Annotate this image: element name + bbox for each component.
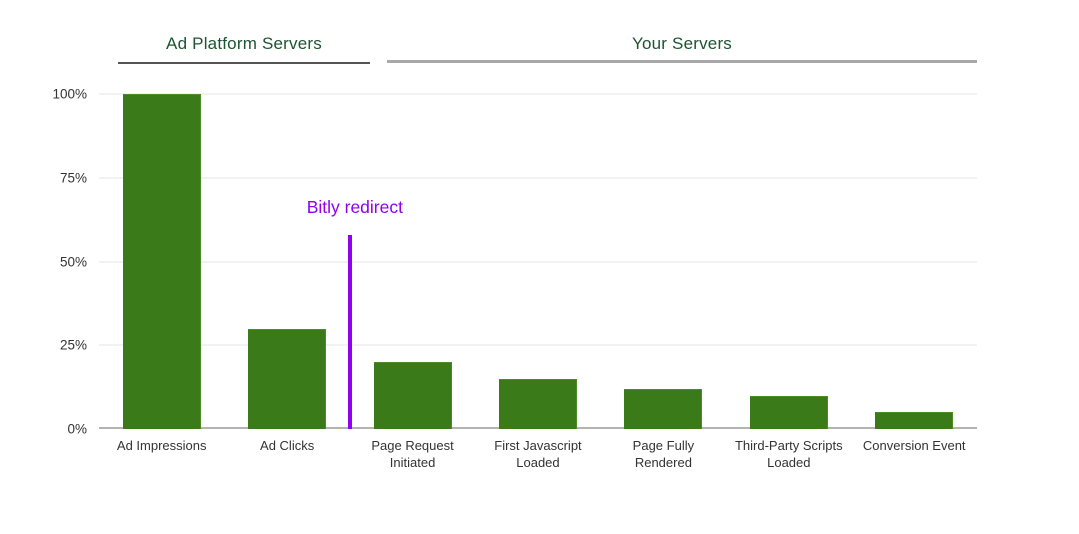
x-label-third-party-scripts-loaded: Third-Party Scripts Loaded [726, 437, 851, 471]
x-label-text: First Javascript Loaded [494, 438, 582, 470]
x-label-text: Third-Party Scripts Loaded [734, 438, 843, 470]
bar-third-party-scripts-loaded [749, 395, 828, 429]
bitly-redirect-line [347, 234, 352, 429]
gridline-50 [99, 261, 977, 262]
bar-page-fully-rendered [624, 388, 703, 429]
y-tick-label-0: 0% [67, 421, 87, 437]
bar-slot-ad-impressions [99, 94, 224, 429]
bar-ad-impressions [122, 94, 201, 429]
group-underline-your-servers [387, 60, 977, 63]
x-label-ad-impressions: Ad Impressions [99, 437, 224, 471]
bar-conversion-event [875, 412, 954, 429]
plot-area: Bitly redirect 0% 25% 50% 75% 100% [52, 87, 977, 437]
bar-slot-page-fully-rendered [601, 94, 726, 429]
x-label-text: Ad Impressions [116, 438, 207, 453]
x-label-text: Page Fully Rendered [632, 438, 695, 470]
x-label-text: Conversion Event [862, 438, 966, 453]
bar-slot-first-javascript-loaded [475, 94, 600, 429]
bar-slot-page-request-initiated [350, 94, 475, 429]
x-label-text: Ad Clicks [260, 438, 315, 453]
bar-slot-conversion-event [852, 94, 977, 429]
gridline-25 [99, 344, 977, 346]
x-label-conversion-event: Conversion Event [852, 437, 977, 471]
bar-first-javascript-loaded [498, 378, 577, 429]
group-header-ad-platform-servers: Ad Platform Servers [166, 34, 322, 53]
y-tick-label-50: 50% [59, 254, 87, 269]
x-label-page-fully-rendered: Page Fully Rendered [601, 437, 726, 471]
x-axis-labels: Ad Impressions Ad Clicks Page Request Init… [99, 437, 977, 471]
bar-slot-third-party-scripts-loaded [726, 94, 851, 429]
group-underline-ad-platform-servers [118, 62, 370, 64]
y-tick-label-75: 75% [59, 170, 87, 186]
gridline-100 [99, 93, 977, 95]
x-label-first-javascript-loaded: First Javascript Loaded [475, 437, 600, 471]
y-tick-label-100: 100% [52, 86, 87, 102]
y-tick-label-25: 25% [59, 337, 87, 353]
x-label-ad-clicks: Ad Clicks [224, 437, 349, 471]
bar-page-request-initiated [373, 362, 452, 429]
gridline-75 [99, 177, 977, 179]
group-header-your-servers: Your Servers [631, 34, 733, 53]
x-label-text: Page Request Initiated [371, 438, 454, 470]
x-label-page-request-initiated: Page Request Initiated [350, 437, 475, 471]
bar-slot-ad-clicks [224, 94, 349, 429]
bitly-redirect-label: Bitly redirect [306, 196, 403, 217]
bars-container [99, 94, 977, 429]
bar-ad-clicks [248, 328, 327, 429]
